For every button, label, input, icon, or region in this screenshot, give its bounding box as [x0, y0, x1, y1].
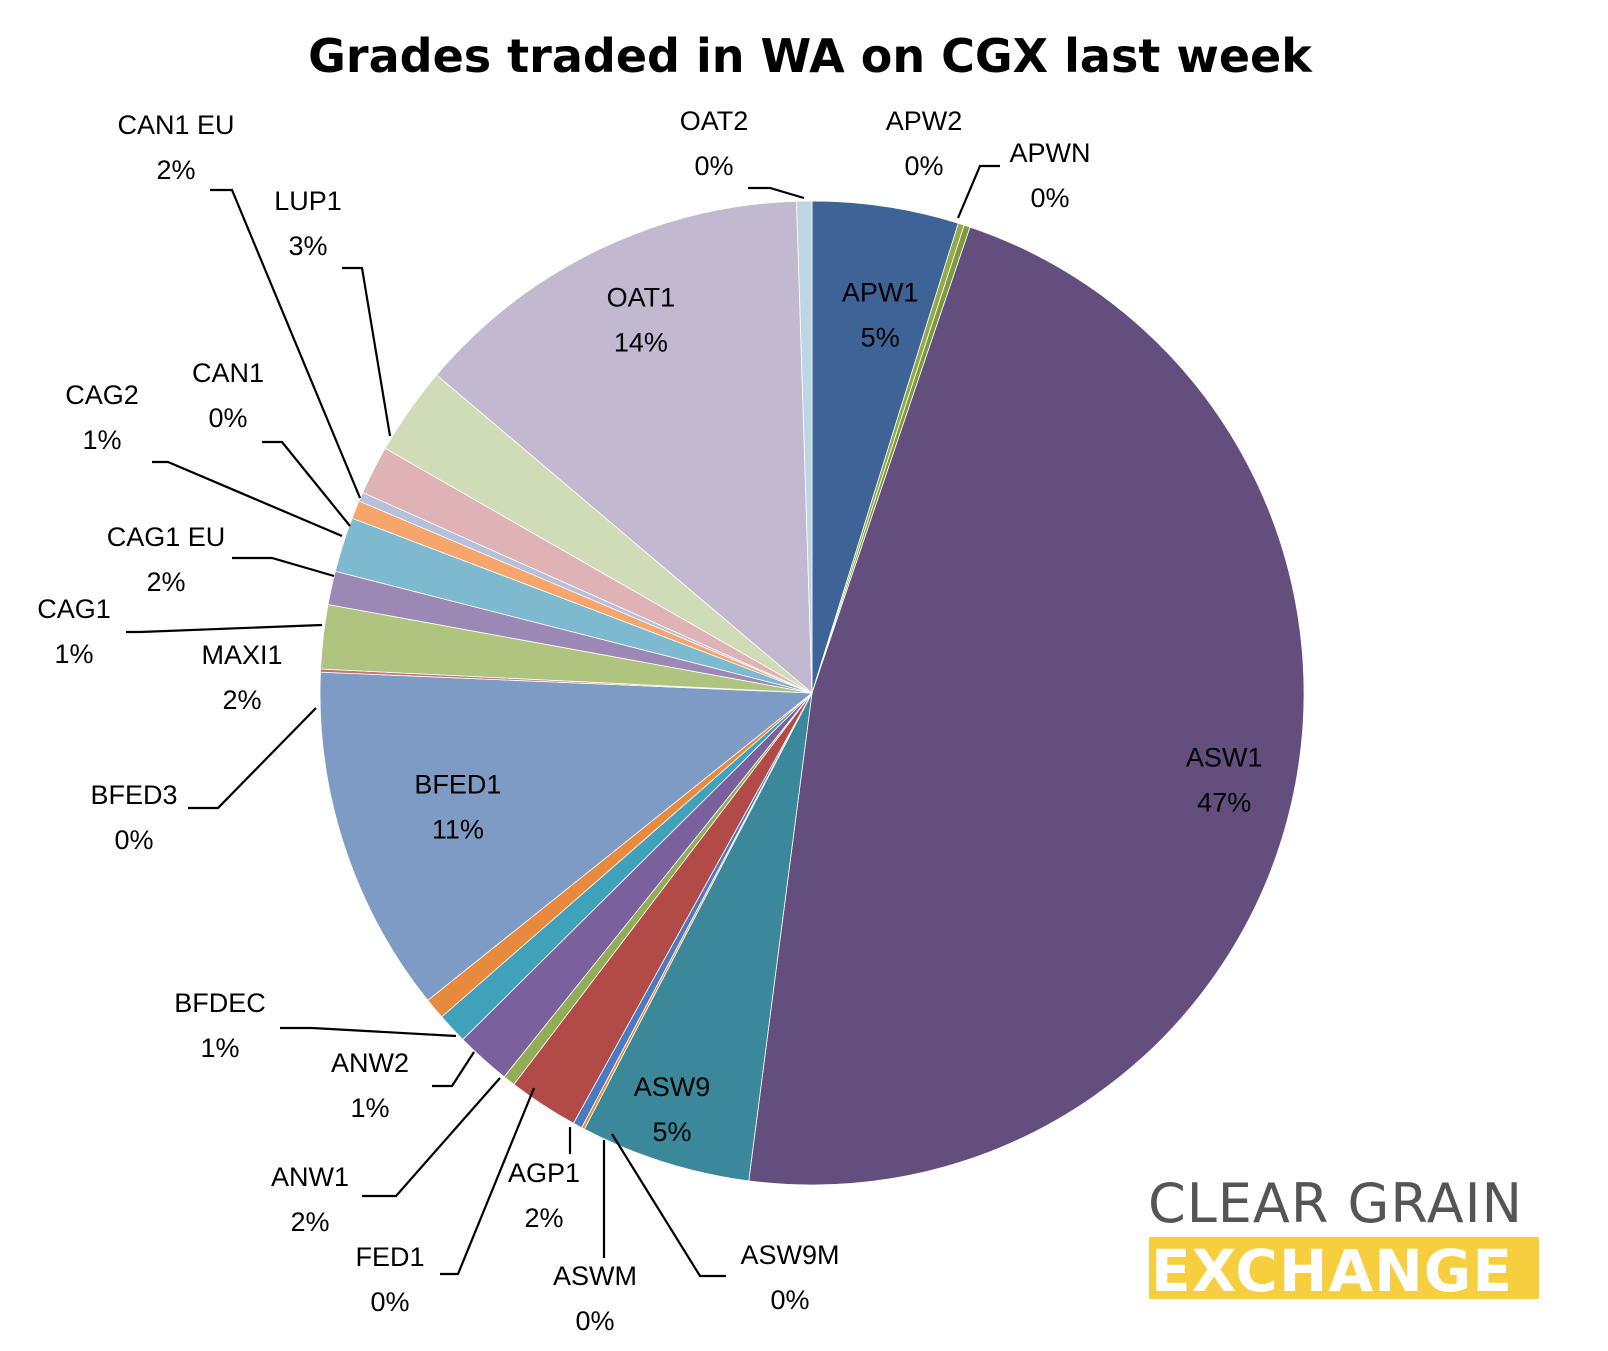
slice-percent-can1-eu: 2%	[156, 155, 195, 185]
slice-percent-asw9: 5%	[652, 1117, 691, 1147]
slice-percent-apw1: 5%	[861, 322, 900, 352]
slice-percent-cag2: 1%	[82, 425, 121, 455]
slice-asw9	[583, 692, 813, 1182]
slice-percent-bfed3: 0%	[114, 825, 153, 855]
slice-label-anw1: ANW1	[271, 1162, 349, 1192]
leader-line-anw1	[362, 1077, 501, 1198]
leader-line-lup1	[342, 266, 392, 437]
slice-percent-cag1-eu: 2%	[146, 567, 185, 597]
slice-percent-fed1: 0%	[370, 1287, 409, 1317]
slice-percent-bfdec: 1%	[200, 1033, 239, 1063]
slice-label-aswm: ASWM	[553, 1261, 637, 1291]
slice-percent-oat1: 14%	[614, 328, 668, 358]
slice-percent-bfed1: 11%	[432, 814, 484, 844]
slice-oat2	[796, 200, 813, 694]
slice-apw1	[811, 200, 959, 694]
slice-label-bfdec: BFDEC	[174, 988, 266, 1018]
slice-label-bfed1: BFED1	[414, 769, 501, 799]
slice-percent-apwn: 0%	[1030, 183, 1069, 213]
leader-line-oat2	[748, 186, 805, 200]
slice-percent-cag1: 1%	[54, 639, 93, 669]
slice-percent-asw1: 47%	[1197, 788, 1251, 818]
slice-label-apw2: APW2	[886, 106, 963, 136]
logo-line1: CLEAR GRAIN	[1148, 1172, 1523, 1235]
slice-label-oat2: OAT2	[680, 106, 749, 136]
slice-label-agp1: AGP1	[508, 1158, 580, 1188]
clear-grain-exchange-logo: CLEAR GRAIN EXCHANGE	[1148, 1172, 1539, 1305]
leader-line-cag2	[152, 460, 343, 538]
slice-label-asw1: ASW1	[1186, 743, 1263, 773]
slice-label-asw9m: ASW9M	[740, 1240, 839, 1270]
slice-oat1	[436, 200, 813, 694]
slice-percent-anw1: 2%	[290, 1207, 329, 1237]
pie-slices	[319, 200, 1305, 1186]
slice-label-oat1: OAT1	[607, 283, 676, 313]
slice-label-maxi1: MAXI1	[201, 640, 282, 670]
leader-line-bfed3	[188, 707, 317, 810]
slice-labels: APW1 5% APW2 0% APWN 0% ASW1 47% ASW9 5% ASW9M 0% AS…	[37, 106, 1262, 1336]
chart-title: Grades traded in WA on CGX last week	[308, 29, 1313, 83]
leader-line-cag1-eu	[232, 556, 335, 578]
slice-bfed1	[319, 671, 814, 1001]
slice-percent-asw9m: 0%	[770, 1285, 809, 1315]
slice-label-apwn: APWN	[1010, 138, 1091, 168]
slice-label-can1-eu: CAN1 EU	[117, 110, 234, 140]
slice-percent-maxi1: 2%	[222, 685, 261, 715]
slice-percent-agp1: 2%	[524, 1203, 563, 1233]
slice-label-cag1-eu: CAG1 EU	[107, 522, 226, 552]
leader-line-cag1	[126, 623, 323, 634]
slice-label-cag1: CAG1	[37, 594, 111, 624]
slice-asw1	[748, 226, 1305, 1186]
slice-percent-oat2: 0%	[694, 151, 733, 181]
leader-line-anw2	[432, 1051, 475, 1088]
leader-line-can1-eu	[210, 188, 362, 499]
slice-label-apw1: APW1	[842, 277, 919, 307]
slice-label-can1: CAN1	[192, 358, 264, 388]
slice-percent-anw2: 1%	[350, 1093, 389, 1123]
slice-percent-apw2: 0%	[904, 151, 943, 181]
leader-line-fed1	[440, 1087, 536, 1276]
slice-label-cag2: CAG2	[65, 380, 139, 410]
slice-label-anw2: ANW2	[331, 1048, 409, 1078]
logo-line2-background	[1149, 1237, 1539, 1299]
slice-label-bfed3: BFED3	[90, 780, 177, 810]
slice-percent-can1: 0%	[208, 403, 247, 433]
leader-line-asw9m	[611, 1133, 726, 1278]
slice-label-asw9: ASW9	[634, 1072, 711, 1102]
leader-line-bfdec	[280, 1026, 457, 1038]
slice-percent-lup1: 3%	[288, 231, 327, 261]
leader-lines	[126, 164, 1000, 1278]
leader-line-can1	[262, 440, 351, 527]
logo-line2: EXCHANGE	[1151, 1237, 1513, 1305]
slice-label-lup1: LUP1	[274, 186, 342, 216]
slice-percent-aswm: 0%	[575, 1306, 614, 1336]
slice-label-fed1: FED1	[355, 1242, 424, 1272]
leader-line-apwn	[956, 164, 1000, 219]
